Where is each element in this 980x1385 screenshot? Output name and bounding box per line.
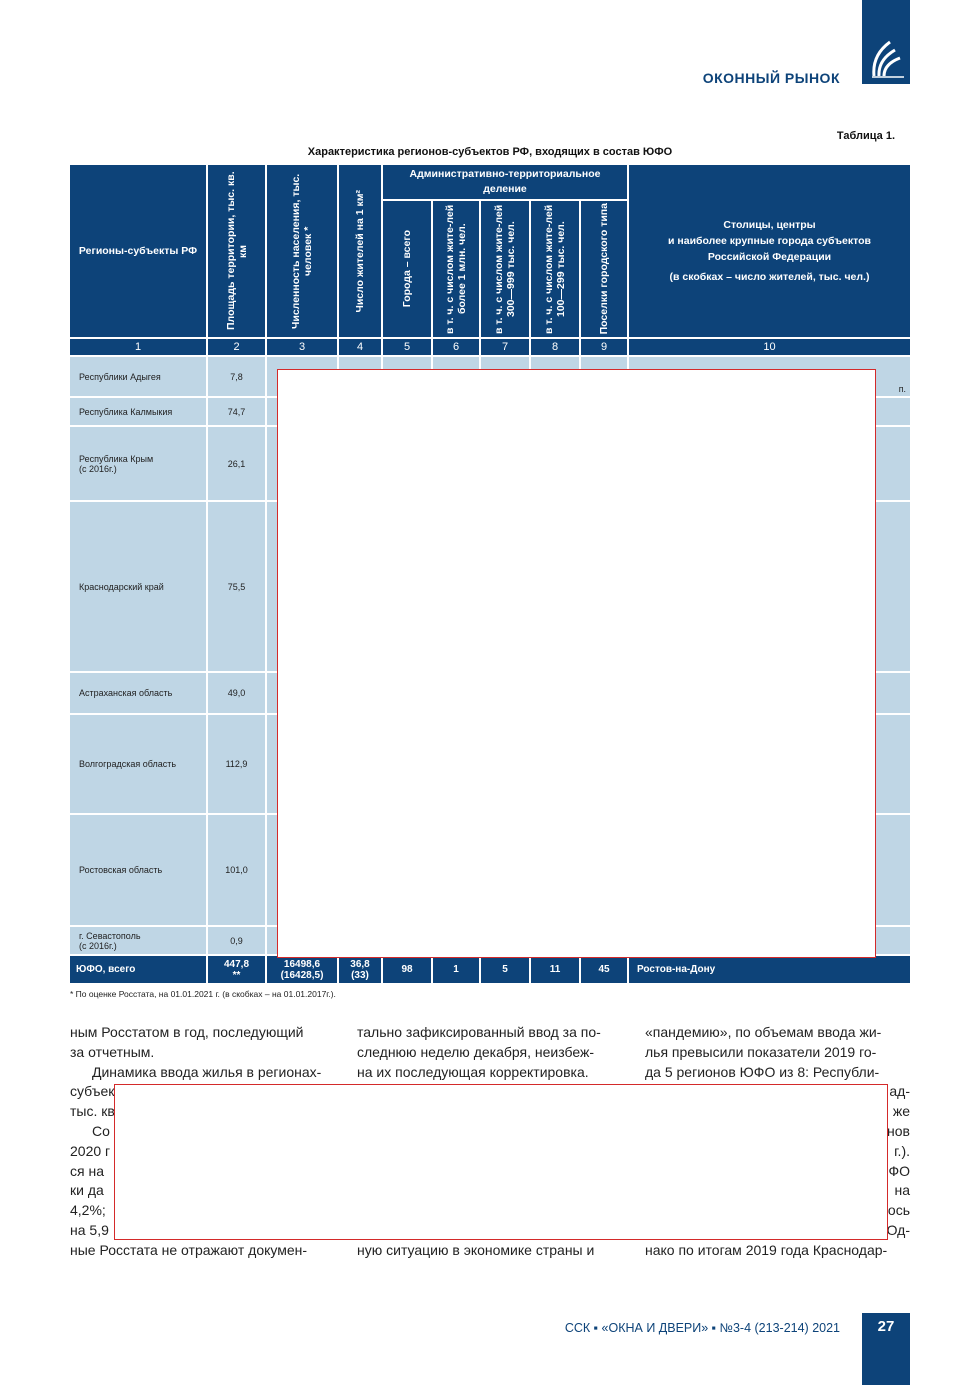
region-name: Краснодарский край: [70, 502, 206, 671]
region-area: 112,9: [208, 715, 265, 813]
region-label: Республика Калмыкия: [79, 406, 173, 417]
total-settlements: 45: [581, 956, 627, 983]
region-name: г. Севастополь (с 2016г.): [70, 927, 206, 954]
header-area: Площадь территории, тыс. кв. км: [208, 165, 265, 337]
table-number: Таблица 1.: [836, 130, 895, 142]
text-line: нако по итогам 2019 года Краснодар-: [645, 1241, 888, 1258]
region-area: 49,0: [208, 673, 265, 713]
text-line: Динамика ввода жилья в регионах-: [92, 1063, 322, 1080]
text-line: ки да: [70, 1182, 104, 1199]
text-line: ад-: [889, 1083, 910, 1100]
region-label: Республики Адыгея: [79, 371, 161, 382]
redaction-box-table: [277, 369, 876, 958]
text-line: следнюю неделю декабря, неизбеж-: [357, 1043, 594, 1060]
total-capital: Ростов-на-Дону: [629, 956, 910, 983]
region-label: Республика Крым: [79, 453, 154, 464]
text-line: за отчетным.: [70, 1043, 155, 1060]
region-name: Республика Калмыкия: [70, 398, 206, 425]
cities-fragment: п.: [898, 384, 906, 395]
text-line: тально зафиксированный ввод за по-: [357, 1024, 601, 1040]
text-line: тыс. кв: [70, 1103, 115, 1120]
total-area: 447,8 **: [208, 956, 265, 983]
total-cities: 98: [383, 956, 431, 983]
text-line: на их последующая корректировка.: [357, 1063, 589, 1080]
header-cities: Города – всего: [383, 201, 431, 337]
total-100k: 11: [531, 956, 579, 983]
page-tab: [862, 1313, 910, 1385]
column-number: 7: [481, 339, 529, 355]
region-area: 101,0: [208, 815, 265, 925]
redaction-box-text: [114, 1084, 888, 1240]
journal-footer: ССК ▪ «ОКНА И ДВЕРИ» ▪ №3-4 (213-214) 20…: [564, 1321, 840, 1335]
region-area: 0,9: [208, 927, 265, 954]
region-area: 26,1: [208, 427, 265, 500]
region-area: 7,8: [208, 357, 265, 396]
header-300k: в т. ч. с числом жите-лей 300—999 тыс. ч…: [481, 201, 529, 337]
total-density: 36,8 (33): [339, 956, 381, 983]
column-number: 9: [581, 339, 627, 355]
region-name: Республика Крым (с 2016г.): [70, 427, 206, 500]
column-number: 2: [208, 339, 265, 355]
total-region: ЮФО, всего: [70, 956, 206, 983]
header-population: Численность населения, тыс. человек *: [267, 165, 337, 337]
text-line: ФО: [888, 1162, 910, 1179]
column-number: 4: [339, 339, 381, 355]
region-label: Астраханская область: [79, 688, 173, 698]
region-name: Астраханская область: [70, 673, 206, 713]
text-line: Со: [92, 1123, 110, 1139]
text-line: же: [892, 1103, 910, 1120]
region-name: Волгоградская область: [70, 715, 206, 813]
header-capitals: Столицы, центры и наиболее крупные города…: [629, 165, 910, 337]
header-regions: Регионы-субъекты РФ: [70, 165, 206, 337]
region-note: (с 2016г.): [79, 940, 117, 951]
text-line: ные Росстата не отражают докумен-: [70, 1241, 308, 1258]
table-footnote: * По оценке Росстата, на 01.01.2021 г. (…: [70, 989, 336, 999]
header-density: Число жителей на 1 км²: [339, 165, 381, 337]
region-name: Республики Адыгея: [70, 357, 206, 396]
region-label: Краснодарский край: [79, 581, 164, 592]
text-line: 2020 г: [70, 1142, 111, 1159]
text-line: 4,2%;: [70, 1202, 106, 1219]
text-line: ось: [887, 1202, 910, 1219]
region-label: Ростовская область: [79, 865, 163, 875]
text-line: на 5,9: [70, 1222, 109, 1238]
text-line: на: [894, 1182, 910, 1199]
region-label: Волгоградская область: [79, 759, 177, 769]
text-line: ную ситуацию в экономике страны и: [357, 1241, 595, 1258]
table-title: Характеристика регионов-субъектов РФ, вх…: [307, 146, 673, 158]
text-line: субъек: [70, 1083, 115, 1100]
logo-icon: [872, 40, 904, 78]
column-number: 10: [629, 339, 910, 355]
header-100k: в т. ч. с числом жите-лей 100—299 тыс. ч…: [531, 201, 579, 337]
header-settlements: Поселки городского типа: [581, 201, 627, 337]
region-name: Ростовская область: [70, 815, 206, 925]
text-line: «пандемию», по объемам ввода жи-: [645, 1024, 882, 1040]
text-line: нов: [887, 1123, 910, 1139]
total-300k: 5: [481, 956, 529, 983]
column-number: 3: [267, 339, 337, 355]
text-line: лья превысили показатели 2019 го-: [645, 1043, 877, 1060]
header-1m: в т. ч. с числом жите-лей более 1 млн. ч…: [433, 201, 479, 337]
column-number: 6: [433, 339, 479, 355]
column-number: 8: [531, 339, 579, 355]
section-title: ОКОННЫЙ РЫНОК: [702, 70, 840, 86]
text-line: Од-: [886, 1222, 910, 1238]
page-number: 27: [877, 1318, 895, 1335]
text-line: г.).: [894, 1142, 910, 1159]
column-number: 1: [70, 339, 206, 355]
region-area: 74,7: [208, 398, 265, 425]
region-area: 75,5: [208, 502, 265, 671]
text-line: да 5 регионов ЮФО из 8: Республи-: [645, 1063, 880, 1080]
total-1m: 1: [433, 956, 479, 983]
column-number: 5: [383, 339, 431, 355]
region-note: (с 2016г.): [79, 463, 117, 474]
total-population: 16498,6 (16428,5): [267, 956, 337, 983]
logo-tab: [862, 0, 910, 84]
text-line: ся на: [70, 1162, 104, 1179]
text-line: ным Росстатом в год, последующий: [70, 1024, 304, 1040]
region-label: г. Севастополь: [79, 930, 141, 941]
header-admin: Административно-территориальное деление: [383, 165, 627, 199]
